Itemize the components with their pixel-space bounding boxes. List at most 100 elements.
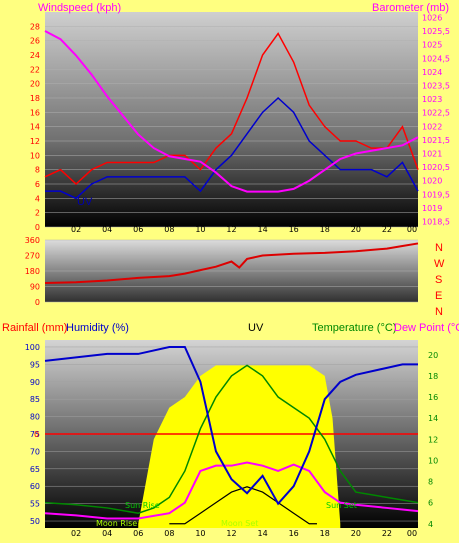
- humidity-y-tick-label: 70: [30, 447, 40, 456]
- x-tick-label: 16: [289, 529, 299, 538]
- x-tick-label: 14: [257, 529, 267, 538]
- sunrise-label: Sun Rise: [125, 501, 160, 510]
- direction-y-tick-label: 90: [30, 283, 40, 292]
- x-tick-label: 18: [320, 529, 330, 538]
- wind-y-tick-label: 14: [30, 123, 40, 132]
- solar-area: [138, 365, 341, 528]
- wind-y-tick-label: 20: [30, 80, 40, 89]
- baro-y-tick-label: 1023: [422, 95, 442, 104]
- temperature-line: [44, 364, 419, 514]
- uv-label: UV: [248, 322, 264, 334]
- dewpoint-line: [44, 461, 419, 520]
- wind-direction-line: [44, 242, 419, 285]
- baro-y-tick-label: 1020: [422, 177, 442, 186]
- wind-y-tick-label: 0: [35, 223, 40, 232]
- wind-y-tick-label: 16: [30, 108, 40, 117]
- temp-y-tick-label: 16: [428, 393, 438, 402]
- wind-y-tick-label: 24: [30, 51, 40, 60]
- x-tick-label: 10: [195, 529, 205, 538]
- baro-y-tick-label: 1026: [422, 13, 442, 22]
- direction-y-tick-label: 180: [25, 267, 40, 276]
- compass-s: S: [435, 274, 442, 286]
- baro-y-tick-label: 1023,5: [422, 81, 450, 90]
- wind-y-tick-label: 12: [30, 137, 40, 146]
- baro-y-tick-label: 1019,5: [422, 190, 450, 199]
- wind-y-tick-label: 8: [35, 166, 40, 175]
- wind-uv-label: UV: [77, 196, 93, 208]
- humidity-y-tick-label: 50: [30, 517, 40, 526]
- x-tick-label: 04: [102, 225, 112, 234]
- humidity-y-tick-label: 75: [30, 430, 40, 439]
- x-tick-label: 20: [351, 225, 361, 234]
- uv-line: [169, 486, 317, 525]
- wind-y-tick-label: 28: [30, 22, 40, 31]
- direction-y-tick-label: 360: [25, 236, 40, 245]
- wind-y-tick-label: 6: [35, 180, 40, 189]
- baro-y-tick-label: 1025: [422, 41, 442, 50]
- baro-y-tick-label: 1024: [422, 68, 442, 77]
- x-tick-label: 12: [226, 225, 236, 234]
- average-speed-line: [45, 96, 419, 200]
- x-tick-label: 06: [133, 225, 143, 234]
- temp-y-tick-label: 14: [428, 414, 438, 423]
- wind-panel: [45, 12, 418, 227]
- baro-y-tick-label: 1025,5: [422, 27, 450, 36]
- moonset-label: Moon Set: [221, 519, 258, 528]
- x-tick-label: 04: [102, 529, 112, 538]
- temp-y-tick-label: 20: [428, 351, 438, 360]
- wind-y-tick-label: 18: [30, 94, 40, 103]
- humidity-y-tick-label: 60: [30, 482, 40, 491]
- x-tick-label: 10: [195, 225, 205, 234]
- humidity-y-tick-label: 65: [30, 465, 40, 474]
- temp-y-tick-label: 18: [428, 372, 438, 381]
- sunset-label: Sun Set: [326, 501, 357, 510]
- temp-y-tick-label: 12: [428, 435, 438, 444]
- temp-y-tick-label: 6: [428, 499, 433, 508]
- x-tick-label: 16: [289, 225, 299, 234]
- compass-e: E: [435, 290, 442, 302]
- humidity-y-tick-label: 90: [30, 378, 40, 387]
- x-tick-label: 22: [382, 225, 392, 234]
- wind-y-tick-label: 22: [30, 65, 40, 74]
- temp-y-tick-label: 4: [428, 520, 433, 529]
- humidity-y-tick-label: 85: [30, 395, 40, 404]
- x-tick-label: 02: [71, 529, 81, 538]
- humidity-line: [44, 345, 418, 506]
- baro-y-tick-label: 1022,5: [422, 109, 450, 118]
- compass-n-bottom: N: [435, 306, 443, 318]
- temp-y-tick-label: 10: [428, 456, 438, 465]
- x-tick-label: 02: [71, 225, 81, 234]
- baro-y-tick-label: 1022: [422, 122, 442, 131]
- rainfall-label: Rainfall (mm): [2, 322, 67, 334]
- humidity-y-tick-label: 80: [30, 413, 40, 422]
- baro-y-tick-label: 1021: [422, 150, 442, 159]
- humidity-label: Humidity (%): [66, 322, 129, 334]
- baro-y-tick-label: 1019: [422, 204, 442, 213]
- barometer-axis-label: Barometer (mb): [372, 2, 449, 14]
- temperature-label: Temperature (°C): [312, 322, 396, 334]
- x-tick-label: 00: [407, 225, 417, 234]
- x-tick-label: 06: [133, 529, 143, 538]
- dewpoint-label: Dew Point (°C): [394, 322, 459, 334]
- humidity-y-tick-label: 100: [25, 343, 40, 352]
- humidity-y-tick-label: 55: [30, 500, 40, 509]
- moonrise-label: Moon Rise: [96, 519, 137, 528]
- x-tick-label: 14: [257, 225, 267, 234]
- x-tick-label: 22: [382, 529, 392, 538]
- compass-n-top: N: [435, 242, 443, 254]
- x-tick-label: 20: [351, 529, 361, 538]
- x-tick-label: 12: [226, 529, 236, 538]
- barometer-line: [44, 30, 419, 193]
- wind-y-tick-label: 10: [30, 151, 40, 160]
- wind-y-tick-label: 26: [30, 37, 40, 46]
- gust-line: [44, 32, 419, 186]
- x-tick-label: 08: [164, 225, 174, 234]
- direction-y-tick-label: 0: [35, 298, 40, 307]
- x-tick-label: 08: [164, 529, 174, 538]
- temp-y-tick-label: 8: [428, 478, 433, 487]
- compass-w: W: [434, 258, 445, 270]
- baro-y-tick-label: 1020,5: [422, 163, 450, 172]
- wind-y-tick-label: 2: [35, 209, 40, 218]
- x-tick-label: 00: [407, 529, 417, 538]
